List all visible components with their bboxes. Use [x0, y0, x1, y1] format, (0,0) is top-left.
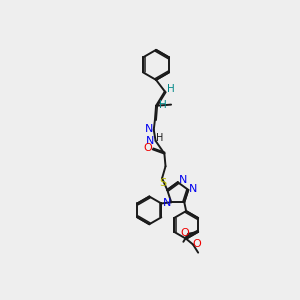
Text: S: S	[159, 178, 167, 188]
Text: N: N	[162, 198, 171, 208]
Text: H: H	[156, 133, 164, 143]
Text: O: O	[193, 239, 202, 249]
Text: N: N	[145, 124, 153, 134]
Text: H: H	[159, 100, 167, 110]
Text: N: N	[146, 136, 155, 146]
Text: O: O	[143, 143, 152, 153]
Text: N: N	[179, 175, 187, 185]
Text: O: O	[180, 228, 189, 238]
Text: H: H	[167, 84, 175, 94]
Text: N: N	[189, 184, 198, 194]
